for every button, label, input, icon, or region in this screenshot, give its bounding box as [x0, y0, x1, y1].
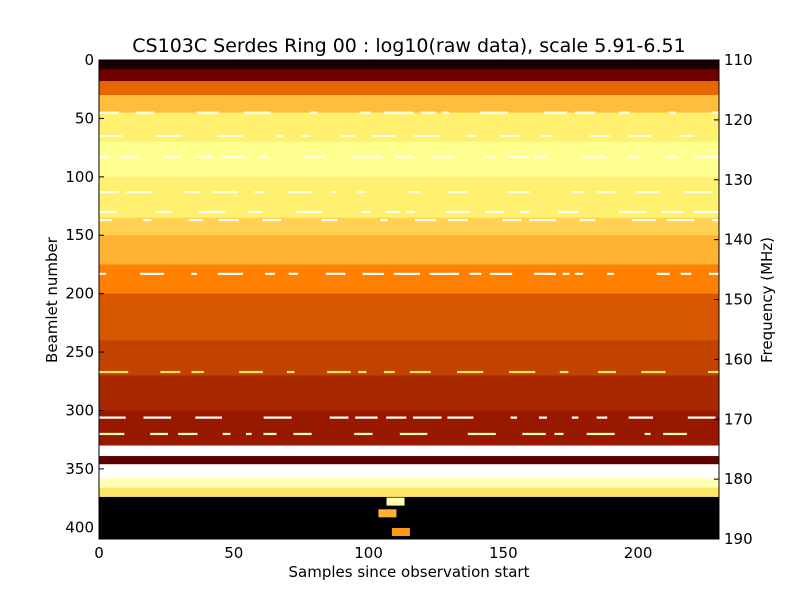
bright-line-6: [99, 272, 719, 275]
heatmap-band-17: [99, 478, 719, 489]
heatmap-band-4: [99, 112, 719, 143]
x-tick-label: 0: [94, 544, 104, 562]
bright-spot-1: [378, 509, 397, 518]
y-tick-label: 100: [65, 168, 94, 186]
heatmap-band-0: [99, 60, 719, 70]
heatmap-image: [99, 60, 719, 539]
bright-line-0: [99, 111, 719, 114]
y-tick-label: 200: [65, 285, 94, 303]
heatmap-band-15: [99, 456, 719, 465]
heatmap-band-5: [99, 141, 719, 178]
heatmap-band-13: [99, 410, 719, 447]
heatmap-band-12: [99, 375, 719, 411]
y2-tick-label: 130: [724, 171, 753, 189]
y2-tick-label: 120: [724, 111, 753, 129]
bright-line-2: [99, 155, 719, 159]
y-tick-label: 300: [65, 401, 94, 419]
bright-line-5: [99, 219, 719, 222]
bright-line-8: [99, 416, 716, 419]
bright-line-4: [99, 210, 719, 214]
bright-spot-0: [386, 497, 405, 506]
y2-tick-label: 180: [724, 470, 753, 488]
x-axis-label: Samples since observation start: [289, 563, 530, 581]
heatmap-band-9: [99, 264, 719, 295]
y2-tick-label: 170: [724, 410, 753, 428]
heatmap-band-18: [99, 487, 719, 498]
y-tick-label: 250: [65, 343, 94, 361]
chart-title: CS103C Serdes Ring 00 : log10(raw data),…: [132, 35, 685, 57]
y-axis-right: 110 120 130 140 150 160 170 180 190: [714, 51, 753, 548]
bright-line-1: [99, 134, 694, 138]
bright-spot-2: [391, 527, 410, 536]
x-tick-label: 50: [224, 544, 243, 562]
heatmap-band-16: [99, 464, 719, 479]
x-tick-label: 100: [354, 544, 383, 562]
heatmap-band-3: [99, 95, 719, 114]
y-tick-label: 400: [65, 518, 94, 536]
y-tick-label: 50: [75, 109, 94, 127]
heatmap-band-8: [99, 235, 719, 265]
y-tick-label: 350: [65, 460, 94, 478]
heatmap-band-10: [99, 293, 719, 341]
x-axis: 0 50 100 150 200: [94, 60, 652, 562]
y-tick-label: 0: [84, 51, 94, 69]
bright-line-3: [99, 191, 713, 194]
y2-tick-label: 150: [724, 291, 753, 309]
y-axis-label: Beamlet number: [43, 236, 61, 363]
y-axis-left: 0 50 100 150 200 250 300 350 400: [65, 51, 104, 536]
y-tick-label: 150: [65, 226, 94, 244]
y2-tick-label: 110: [724, 51, 753, 69]
bright-line-7: [99, 370, 719, 374]
heatmap-band-14: [99, 445, 719, 457]
y2-tick-label: 140: [724, 231, 753, 249]
bright-line-9: [99, 432, 687, 436]
heatmap-band-7: [99, 217, 719, 236]
heatmap-band-11: [99, 340, 719, 376]
heatmap-band-2: [99, 81, 719, 96]
y2-tick-label: 190: [724, 530, 753, 548]
y2-tick-label: 160: [724, 350, 753, 368]
y2-axis-label: Frequency (MHz): [758, 237, 776, 363]
x-tick-label: 150: [489, 544, 518, 562]
heatmap-band-1: [99, 69, 719, 82]
x-tick-label: 200: [624, 544, 653, 562]
